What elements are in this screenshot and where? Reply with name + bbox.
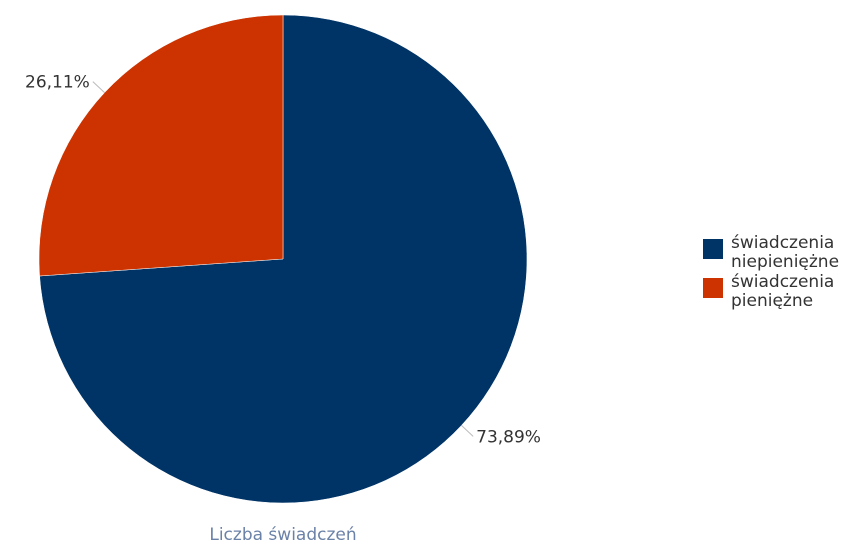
legend-swatch-niepieniezne (703, 239, 723, 259)
legend-label-niepieniezne: świadczenia niepieniężne (731, 233, 840, 272)
legend-label-pieniezne: świadczenia pieniężne (731, 272, 835, 311)
leader-lines (92, 81, 474, 437)
pie-slice-1[interactable] (38, 14, 284, 277)
legend-item-niepieniezne[interactable]: świadczenia niepieniężne (703, 234, 839, 272)
pie-slices (38, 14, 528, 504)
legend-swatch-pieniezne (703, 278, 723, 298)
data-label-1: 26,11% (25, 73, 90, 93)
leader-line-0 (461, 425, 474, 437)
legend-item-pieniezne[interactable]: świadczenia pieniężne (703, 273, 839, 311)
leader-line-1 (92, 81, 105, 93)
chart-caption: Liczba świadczeń (209, 525, 356, 545)
data-labels: 73,89% 26,11% (25, 73, 541, 448)
legend: świadczenia niepieniężne świadczenia pie… (703, 234, 839, 312)
data-label-0: 73,89% (476, 427, 541, 447)
